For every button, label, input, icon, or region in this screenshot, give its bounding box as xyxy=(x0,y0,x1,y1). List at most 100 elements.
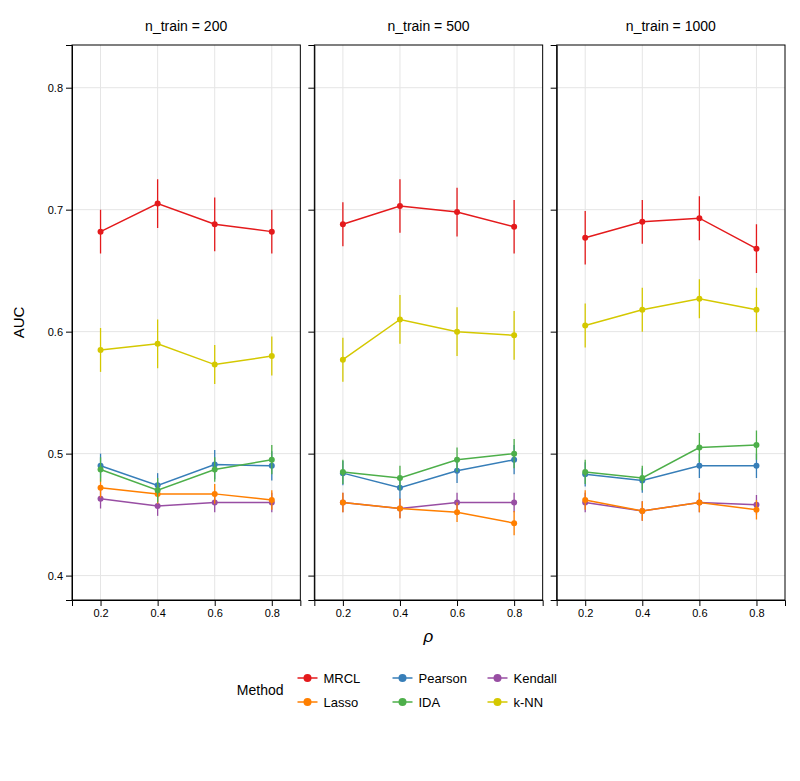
grid-line xyxy=(557,87,785,88)
series xyxy=(582,454,759,493)
point xyxy=(155,341,161,347)
point xyxy=(639,508,645,514)
y-tick: 0.4 xyxy=(48,570,72,582)
tick-mark xyxy=(699,600,700,606)
grid-line xyxy=(314,575,542,576)
point xyxy=(212,466,218,472)
series-line xyxy=(343,206,514,227)
point xyxy=(98,347,104,353)
series xyxy=(98,179,275,253)
grid-line xyxy=(314,331,542,332)
tick-label: 0.8 xyxy=(749,607,764,619)
point xyxy=(511,224,517,230)
point xyxy=(753,246,759,252)
x-tick: 0.4 xyxy=(635,600,650,619)
tick-mark xyxy=(343,600,344,606)
point xyxy=(397,203,403,209)
panel: 0.20.40.60.80.40.50.60.70.8n_train = 200… xyxy=(10,18,301,619)
grid-line xyxy=(557,453,785,454)
legend-marker xyxy=(399,674,407,682)
point xyxy=(696,445,702,451)
point xyxy=(639,219,645,225)
tick-label: 0.8 xyxy=(507,607,522,619)
series-line xyxy=(101,460,272,490)
y-tick xyxy=(551,576,557,577)
tick-label: 0.6 xyxy=(48,326,63,338)
series-line xyxy=(101,488,272,500)
point xyxy=(454,509,460,515)
point xyxy=(155,487,161,493)
point xyxy=(696,499,702,505)
grid-line xyxy=(271,45,272,600)
y-tick xyxy=(308,88,314,89)
y-tick: 0.8 xyxy=(48,82,72,94)
point xyxy=(696,463,702,469)
point xyxy=(340,357,346,363)
series xyxy=(340,493,517,536)
legend-marker xyxy=(494,674,502,682)
series xyxy=(340,439,517,490)
tick-mark xyxy=(642,600,643,606)
tick-mark xyxy=(457,600,458,606)
point xyxy=(155,503,161,509)
tick-mark xyxy=(551,576,557,577)
point xyxy=(753,442,759,448)
grid-line xyxy=(699,45,700,600)
chart-root: 0.20.40.60.80.40.50.60.70.8n_train = 200… xyxy=(0,0,800,781)
point xyxy=(582,469,588,475)
series xyxy=(340,445,517,500)
point xyxy=(397,506,403,512)
point xyxy=(269,229,275,235)
x-tick: 0.4 xyxy=(393,600,408,619)
tick-label: 0.5 xyxy=(48,448,63,460)
series-line xyxy=(101,465,272,486)
panel-title: n_train = 500 xyxy=(387,18,469,34)
series xyxy=(582,430,759,490)
grid xyxy=(314,45,542,600)
point xyxy=(582,497,588,503)
point xyxy=(98,485,104,491)
series-line xyxy=(585,500,756,511)
tick-mark xyxy=(308,454,314,455)
series-line xyxy=(343,319,514,359)
legend-label: k-NN xyxy=(514,695,544,710)
tick-mark xyxy=(551,332,557,333)
grid-line xyxy=(342,45,343,600)
point xyxy=(511,499,517,505)
tick-mark xyxy=(585,600,586,606)
y-tick xyxy=(308,454,314,455)
tick-mark xyxy=(551,210,557,211)
tick-label: 0.2 xyxy=(578,607,593,619)
legend-entry: MRCL xyxy=(298,671,361,686)
point xyxy=(753,507,759,513)
tick-mark xyxy=(514,600,515,606)
tick-label: 0.8 xyxy=(48,82,63,94)
plot-frame xyxy=(72,45,300,600)
axis-line xyxy=(73,601,301,607)
tick-label: 0.2 xyxy=(93,607,108,619)
grid-line xyxy=(557,209,785,210)
tick-mark xyxy=(756,600,757,606)
series-line xyxy=(343,460,514,488)
x-tick: 0.6 xyxy=(450,600,465,619)
axis-line xyxy=(315,601,543,607)
series xyxy=(98,478,275,510)
point xyxy=(696,499,702,505)
series-line xyxy=(585,445,756,478)
point xyxy=(98,229,104,235)
x-tick: 0.8 xyxy=(749,600,764,619)
series-line xyxy=(343,454,514,478)
y-axis: 0.40.50.60.70.8 xyxy=(48,46,73,601)
series xyxy=(98,489,275,516)
point xyxy=(753,307,759,313)
tick-mark xyxy=(551,88,557,89)
point xyxy=(639,475,645,481)
series-line xyxy=(101,204,272,232)
point xyxy=(212,362,218,368)
legend-entry: IDA xyxy=(393,695,441,710)
tick-label: 0.2 xyxy=(336,607,351,619)
tick-mark xyxy=(66,332,72,333)
point xyxy=(454,209,460,215)
legend-label: Pearson xyxy=(419,671,467,686)
legend: MethodMRCLPearsonKendallLassoIDAk-NN xyxy=(237,671,557,710)
